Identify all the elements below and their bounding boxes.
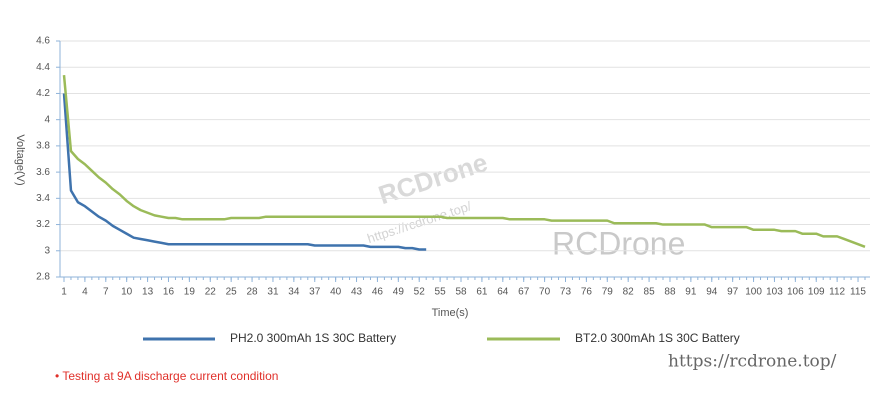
- y-tick-label: 3.2: [36, 219, 50, 230]
- x-tick-label: 79: [602, 287, 614, 298]
- y-tick-label: 4.6: [36, 36, 50, 47]
- x-tick-label: 16: [163, 287, 175, 298]
- y-tick-label: 3.6: [36, 167, 50, 178]
- watermark: RCDrone: [375, 147, 491, 210]
- x-tick-label: 7: [103, 287, 109, 298]
- x-axis-label: Time(s): [432, 307, 469, 319]
- x-tick-label: 88: [664, 287, 676, 298]
- x-tick-label: 109: [808, 287, 825, 298]
- y-tick-label: 3.8: [36, 141, 50, 152]
- note: • Testing at 9A discharge current condit…: [55, 369, 278, 383]
- x-tick-label: 22: [205, 287, 217, 298]
- x-tick-label: 10: [121, 287, 133, 298]
- y-tick-label: 2.8: [36, 272, 50, 283]
- x-tick-label: 19: [184, 287, 196, 298]
- x-tick-label: 103: [766, 287, 783, 298]
- x-tick-label: 67: [518, 287, 530, 298]
- x-tick-label: 100: [745, 287, 762, 298]
- x-tick-label: 85: [644, 287, 656, 298]
- x-tick-label: 34: [288, 287, 300, 298]
- x-tick-label: 64: [497, 287, 509, 298]
- x-tick-label: 13: [142, 287, 154, 298]
- x-tick-label: 61: [476, 287, 488, 298]
- x-tick-label: 55: [435, 287, 447, 298]
- x-tick-label: 31: [267, 287, 279, 298]
- x-tick-label: 82: [623, 287, 635, 298]
- x-tick-label: 76: [581, 287, 593, 298]
- x-tick-label: 1: [61, 287, 67, 298]
- x-tick-label: 97: [727, 287, 739, 298]
- y-axis-label: Voltage(V): [14, 134, 26, 185]
- y-tick-label: 4.2: [36, 88, 50, 99]
- x-tick-label: 43: [351, 287, 363, 298]
- legend-label: BT2.0 300mAh 1S 30C Battery: [575, 331, 740, 345]
- series-line: [62, 74, 866, 249]
- x-tick-label: 46: [372, 287, 384, 298]
- y-tick-label: 3: [44, 245, 50, 256]
- y-tick-label: 4: [44, 114, 50, 125]
- watermark: RCDrone: [552, 225, 685, 261]
- x-tick-label: 91: [685, 287, 697, 298]
- legend-label: PH2.0 300mAh 1S 30C Battery: [230, 331, 396, 345]
- x-tick-label: 115: [850, 287, 866, 298]
- x-tick-label: 28: [246, 287, 258, 298]
- x-tick-label: 73: [560, 287, 572, 298]
- watermark: https://rcdrone.top/: [668, 352, 837, 372]
- x-tick-label: 49: [393, 287, 405, 298]
- series-line: [62, 93, 427, 251]
- x-tick-label: 58: [455, 287, 467, 298]
- x-tick-label: 4: [82, 287, 88, 298]
- x-tick-label: 25: [226, 287, 238, 298]
- y-tick-label: 4.4: [36, 62, 50, 73]
- x-tick-label: 52: [414, 287, 426, 298]
- x-tick-label: 40: [330, 287, 342, 298]
- x-tick-label: 37: [309, 287, 321, 298]
- x-tick-label: 106: [787, 287, 804, 298]
- x-tick-label: 94: [706, 287, 718, 298]
- x-tick-label: 70: [539, 287, 551, 298]
- y-tick-label: 3.4: [36, 193, 50, 204]
- x-tick-label: 112: [829, 287, 845, 298]
